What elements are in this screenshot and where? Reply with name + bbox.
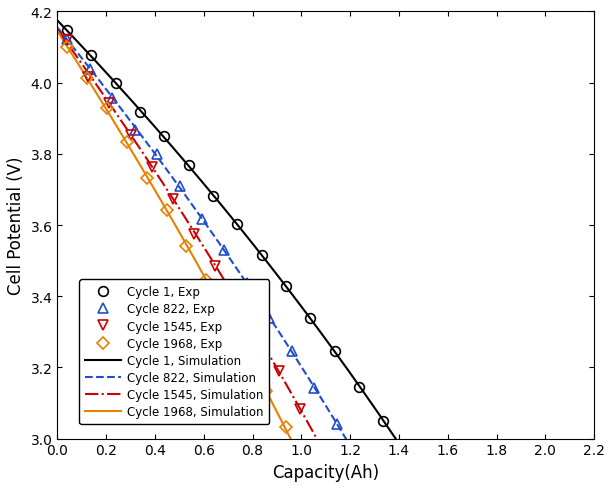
X-axis label: Capacity(Ah): Capacity(Ah) (272, 463, 379, 481)
Y-axis label: Cell Potential (V): Cell Potential (V) (7, 157, 25, 295)
Legend: Cycle 1, Exp, Cycle 822, Exp, Cycle 1545, Exp, Cycle 1968, Exp, Cycle 1, Simulat: Cycle 1, Exp, Cycle 822, Exp, Cycle 1545… (80, 280, 269, 425)
